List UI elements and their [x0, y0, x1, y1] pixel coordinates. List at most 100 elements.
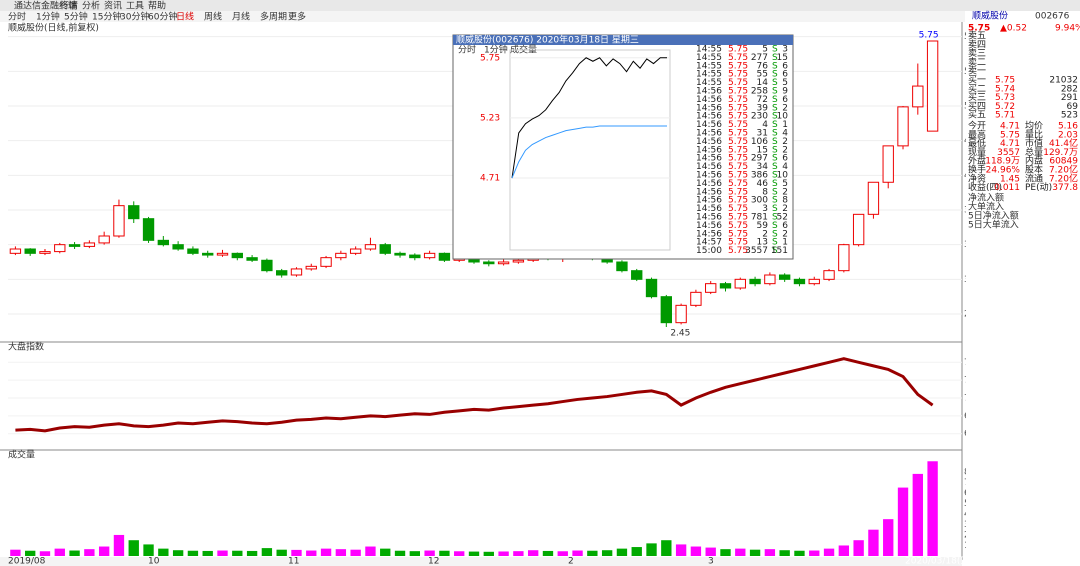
tick-cell: 4 — [782, 129, 788, 139]
period-tab[interactable]: 1分钟 — [36, 11, 60, 23]
candle-body — [778, 274, 791, 280]
period-tab[interactable]: 月线 — [232, 11, 250, 23]
menu-item[interactable]: 资讯 — [104, 1, 122, 12]
tick-cell: 2 — [782, 229, 788, 239]
period-tab[interactable]: 更多 — [288, 11, 306, 23]
tick-cell: 5.75 — [728, 145, 748, 155]
period-tab[interactable]: 5分钟 — [64, 11, 88, 23]
period-tab[interactable]: 分时 — [8, 11, 26, 23]
candle-body — [335, 252, 347, 259]
book-cell: 买二 — [968, 83, 986, 94]
volume-bar — [853, 540, 864, 556]
candle-body — [39, 251, 51, 254]
volume-bar — [143, 544, 154, 556]
book-cell: 5.74 — [995, 84, 1015, 94]
popup-title-bar — [453, 35, 793, 45]
tick-cell: 14:56 — [696, 103, 722, 113]
flow-label: 5日大单流入 — [968, 219, 1019, 231]
book-cell: 5.72 — [995, 102, 1015, 112]
volume-bar — [735, 548, 746, 556]
stat-cell: 量比 — [1025, 128, 1043, 140]
volume-bar — [202, 550, 213, 556]
tick-cell: 15:00 — [696, 246, 722, 256]
menu-item[interactable]: 分析 — [82, 0, 100, 12]
date-label: 11 — [288, 557, 299, 566]
stat-cell: 41.4亿 — [1049, 137, 1078, 149]
tick-cell: 14:56 — [696, 120, 722, 130]
tick-cell: 5 — [762, 45, 768, 55]
tick-cell: 5.75 — [728, 246, 748, 256]
period-tab[interactable]: 15分钟 — [92, 11, 121, 23]
candle-body — [705, 283, 717, 293]
candle-body — [660, 296, 672, 324]
tick-cell: 5 — [782, 78, 788, 88]
tick-cell: 1 — [782, 120, 788, 130]
tick-cell: S — [772, 145, 778, 155]
volume-bar — [868, 529, 879, 556]
tick-cell: 15 — [777, 53, 788, 63]
volume-bar — [306, 550, 317, 556]
tick-cell: 5.75 — [728, 129, 748, 139]
menu-item[interactable]: 工具 — [126, 1, 144, 12]
candle-body — [616, 261, 628, 272]
volume-bar — [25, 550, 36, 556]
candle-body — [202, 252, 214, 256]
stat-cell: 今开 — [968, 120, 986, 132]
period-tab[interactable]: 60分钟 — [148, 11, 177, 23]
date-bar — [0, 557, 962, 566]
volume-bar — [232, 550, 243, 556]
volume-bar — [927, 461, 938, 556]
tick-cell: S — [772, 120, 778, 130]
tick-cell: 297 — [751, 154, 768, 164]
period-tab[interactable]: 日线 — [176, 11, 194, 23]
tick-cell: 6 — [782, 70, 788, 80]
tick-cell: 14:56 — [696, 129, 722, 139]
tick-cell: 1 — [782, 238, 788, 248]
candle-body — [497, 261, 510, 265]
candle-body — [83, 242, 96, 247]
period-tab[interactable]: 周线 — [204, 11, 222, 23]
period-tab[interactable]: 多周期 — [260, 11, 287, 23]
tick-cell: S — [772, 221, 778, 231]
pct: 9.94% — [1055, 24, 1080, 34]
stat-cell: 118.9万 — [985, 157, 1020, 167]
tick-cell: 14:56 — [696, 229, 722, 239]
tick-cell: 3557 — [745, 246, 768, 256]
menu-item[interactable]: 行情 — [60, 0, 78, 12]
book-cell: 卖四 — [968, 39, 986, 50]
popup-tab[interactable]: 1分钟 — [484, 44, 508, 56]
volume-bar — [365, 546, 376, 556]
date-label: 12 — [428, 557, 439, 566]
panel-title: 成交量 — [8, 449, 35, 461]
volume-bar — [409, 551, 421, 556]
popup-tab[interactable]: 分时 — [458, 44, 476, 56]
tick-cell: 2 — [782, 204, 788, 214]
tick-cell: 14:57 — [696, 238, 722, 248]
volume-bar — [217, 550, 228, 556]
candle-body — [512, 259, 525, 263]
menu-item[interactable]: 帮助 — [148, 0, 166, 12]
tick-cell: 151 — [771, 246, 788, 256]
tick-cell: 386 — [751, 171, 768, 181]
tick-cell: S — [772, 162, 778, 172]
panel-title: 大盘指数 — [8, 341, 44, 353]
candle-body — [838, 244, 850, 272]
tick-cell: S — [772, 95, 778, 105]
book-cell: 买一 — [968, 75, 986, 86]
candle-body — [320, 257, 332, 267]
candle-body — [54, 244, 66, 253]
tick-cell: 2 — [782, 137, 788, 147]
period-tab[interactable]: 30分钟 — [120, 11, 149, 23]
tick-cell: 14:56 — [696, 187, 722, 197]
volume-bar — [84, 549, 95, 556]
candle-body — [483, 261, 495, 265]
volume-bar — [883, 519, 894, 556]
y-tick-label: 4.71 — [480, 174, 500, 184]
volume-bar — [39, 551, 51, 556]
tick-cell: S — [772, 112, 778, 122]
stat-cell: 24.96% — [986, 166, 1021, 176]
tick-cell: 6 — [782, 221, 788, 231]
tick-cell: 5.75 — [728, 187, 748, 197]
candle-body — [645, 278, 658, 298]
volume-bar — [631, 547, 642, 556]
